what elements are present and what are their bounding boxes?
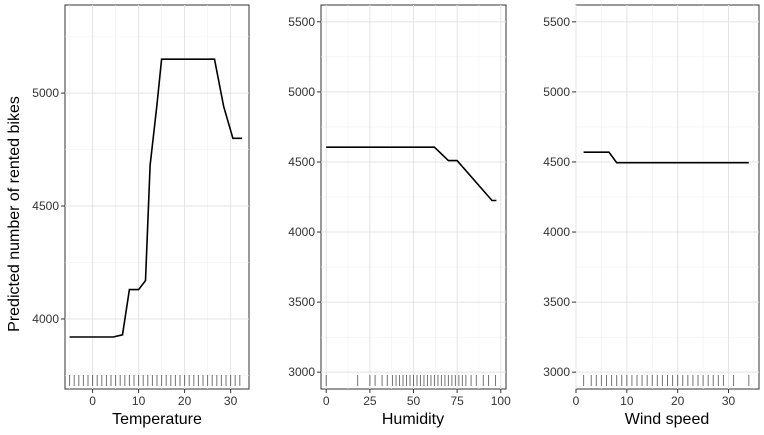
y-tick-label: 3000 [543,365,570,379]
y-tick-label: 3500 [543,295,570,309]
x-tick-label: 30 [722,394,736,408]
grid [65,5,249,389]
y-tick-label: 5500 [288,15,315,29]
x-tick-label: 25 [363,394,377,408]
x-tick-label: 20 [671,394,685,408]
y-tick-label: 4000 [288,225,315,239]
pdp-line [326,146,497,202]
y-tick-label: 5000 [288,85,315,99]
panel-temperature: 0 10 20 30 4000 4500 5000 Temperature [32,4,250,428]
y-tick-label: 5000 [543,85,570,99]
y-tick-label: 4000 [543,225,570,239]
x-axis-title: Wind speed [625,411,710,428]
x-axis-title: Humidity [382,411,444,428]
y-tick-label: 4500 [32,199,59,213]
panel-humidity: 0 25 50 75 100 3000 3500 4000 4500 5000 5500 Humi… [288,4,511,428]
panel-frame [64,4,250,390]
y-ticks: 3000 3500 4000 4500 5000 5500 [543,15,576,379]
pdp-line [69,58,243,338]
y-ticks: 3000 3500 4000 4500 5000 5500 [288,15,321,379]
y-axis-title: Predicted number of rented bikes [6,96,23,332]
y-tick-label: 5000 [32,86,59,100]
y-tick-label: 3000 [288,365,315,379]
x-ticks: 0 10 20 30 [89,389,238,408]
x-ticks: 0 25 50 75 100 [323,389,511,408]
y-tick-label: 4500 [288,155,315,169]
grid [575,5,759,389]
y-tick-label: 3500 [288,295,315,309]
x-tick-label: 10 [620,394,634,408]
x-tick-label: 0 [323,394,330,408]
rug [583,375,750,386]
x-tick-label: 100 [491,394,511,408]
panel-wind-speed: 0 10 20 30 3000 3500 4000 4500 5000 5500 Wind sp… [543,4,760,428]
y-tick-label: 4000 [32,312,59,326]
x-tick-label: 0 [89,394,96,408]
x-tick-label: 10 [132,394,146,408]
grid [321,5,506,389]
x-axis-title: Temperature [112,411,202,428]
x-tick-label: 50 [407,394,421,408]
x-tick-label: 20 [178,394,192,408]
x-tick-label: 30 [224,394,238,408]
y-ticks: 4000 4500 5000 [32,86,65,326]
y-tick-label: 4500 [543,155,570,169]
rug [325,375,497,386]
rug [69,375,241,386]
x-tick-label: 0 [573,394,580,408]
x-tick-label: 75 [450,394,464,408]
x-ticks: 0 10 20 30 [573,389,736,408]
pdp-line [583,151,749,164]
y-tick-label: 5500 [543,15,570,29]
